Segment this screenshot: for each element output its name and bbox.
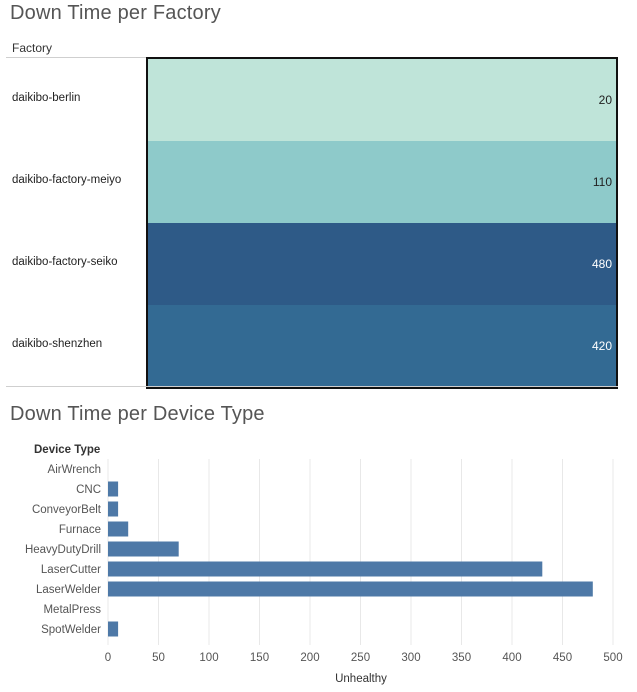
category-label: Furnace xyxy=(59,524,101,536)
x-tick-label: 50 xyxy=(152,652,165,664)
heatmap-value-label: 420 xyxy=(592,339,612,353)
heatmap-cell xyxy=(148,223,616,305)
x-tick-label: 500 xyxy=(603,652,622,664)
bar xyxy=(108,581,593,597)
x-tick-label: 250 xyxy=(351,652,370,664)
factory-chart-title: Down Time per Factory xyxy=(10,2,221,24)
bar xyxy=(108,541,179,557)
device-chart-title: Down Time per Device Type xyxy=(10,403,265,425)
factory-row-label: daikibo-factory-meiyo xyxy=(12,174,122,186)
category-label: ConveyorBelt xyxy=(32,504,102,516)
heatmap-value-label: 480 xyxy=(592,257,612,271)
category-label: LaserWelder xyxy=(36,584,101,596)
factory-row-label: daikibo-factory-seiko xyxy=(12,256,118,268)
heatmap-cell xyxy=(148,305,616,387)
category-label: SpotWelder xyxy=(41,624,101,636)
bar xyxy=(108,521,129,537)
x-tick-label: 350 xyxy=(452,652,471,664)
category-label: MetalPress xyxy=(43,604,101,616)
bar xyxy=(108,481,119,497)
factory-row-label: daikibo-shenzhen xyxy=(12,338,103,350)
heatmap-cell xyxy=(148,59,616,141)
x-tick-label: 400 xyxy=(502,652,521,664)
x-axis-title: Unhealthy xyxy=(335,673,387,685)
factory-row-label: daikibo-berlin xyxy=(12,92,81,104)
x-tick-label: 100 xyxy=(199,652,218,664)
x-tick-label: 0 xyxy=(105,652,111,664)
heatmap-border xyxy=(146,57,618,389)
factory-heatmap: 20 110 480 420 xyxy=(146,57,618,389)
x-tick-label: 150 xyxy=(250,652,269,664)
heatmap-value-label: 110 xyxy=(593,175,612,189)
category-label: LaserCutter xyxy=(41,564,101,576)
factory-column-header: Factory xyxy=(12,41,53,55)
bar xyxy=(108,501,119,517)
factory-bottom-divider xyxy=(6,386,618,387)
category-label: AirWrench xyxy=(48,464,101,476)
x-tick-label: 450 xyxy=(553,652,572,664)
bar xyxy=(108,621,119,637)
device-column-header: Device Type xyxy=(34,444,101,456)
heatmap-cell xyxy=(148,141,616,223)
heatmap-value-label: 20 xyxy=(599,93,613,107)
x-tick-label: 300 xyxy=(401,652,420,664)
x-tick-label: 200 xyxy=(300,652,319,664)
bar xyxy=(108,561,543,577)
category-label: HeavyDutyDrill xyxy=(25,544,101,556)
category-label: CNC xyxy=(76,484,101,496)
